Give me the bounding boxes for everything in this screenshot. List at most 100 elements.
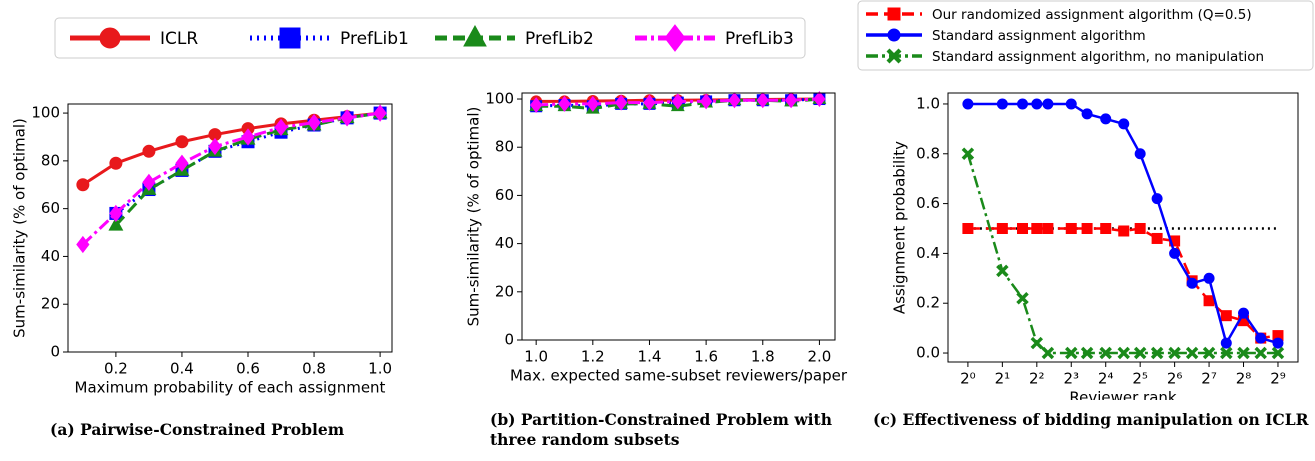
x-tick-label: 2.0 (807, 348, 831, 366)
y-tick-label: 0.0 (916, 344, 940, 362)
plot-frame (947, 92, 1299, 363)
marker (1272, 337, 1284, 349)
marker (1203, 295, 1215, 307)
y-axis-label: Sum-similarity (% of optimal) (465, 107, 483, 327)
marker (996, 222, 1008, 234)
y-tick-label: 0.6 (916, 194, 940, 212)
marker (1151, 232, 1163, 244)
x-tick-label: 1.4 (638, 348, 662, 366)
marker (671, 93, 684, 110)
caption: (c) Effectiveness of bidding manipulatio… (873, 410, 1309, 429)
x-tick-label: 2² (1029, 370, 1045, 388)
marker (1169, 247, 1181, 259)
marker (1017, 98, 1029, 110)
marker (886, 48, 902, 64)
y-axis-label: Assignment probability (891, 141, 909, 314)
marker (1099, 346, 1112, 360)
marker (1220, 346, 1233, 360)
marker (784, 92, 798, 109)
series-line (81, 111, 381, 246)
marker (1151, 193, 1163, 205)
marker (887, 7, 901, 21)
x-tick-label: 2⁹ (1270, 370, 1286, 388)
x-tick-label: 1.0 (368, 360, 392, 378)
marker (1168, 346, 1181, 360)
marker (1117, 346, 1130, 360)
series-line (82, 111, 381, 187)
marker (109, 156, 123, 170)
marker (76, 178, 90, 192)
marker (1186, 277, 1198, 289)
marker (1202, 346, 1216, 360)
marker (1031, 98, 1043, 110)
series-line (966, 153, 1278, 355)
marker (1185, 346, 1199, 360)
marker (1031, 222, 1043, 234)
y-tick-label: 80 (41, 151, 60, 169)
x-tick-label: 0.8 (302, 360, 326, 378)
marker (887, 28, 901, 42)
marker (208, 137, 222, 156)
marker (586, 95, 599, 112)
y-axis-label: Sum-similarity (% of optimal) (11, 118, 29, 338)
marker (1254, 346, 1267, 360)
series-line (967, 227, 1279, 340)
marker (175, 135, 189, 149)
marker (99, 27, 121, 49)
x-tick-label: 0.4 (170, 360, 194, 378)
series-line (114, 111, 381, 227)
marker (1080, 346, 1094, 360)
marker (241, 128, 255, 146)
marker (961, 147, 975, 161)
x-tick-label: 0.6 (236, 360, 260, 378)
x-tick-label: 2⁸ (1236, 370, 1252, 388)
marker (1203, 272, 1215, 284)
y-tick-label: 40 (41, 247, 60, 265)
figure: 0.2 0.4 0.6 0.8 1.0 0 20 40 60 80 100 Maximum proba… (11, 0, 1314, 401)
marker (1081, 108, 1093, 120)
legend-label: Standard assignment algorithm, no manipu… (932, 49, 1264, 65)
marker (1065, 98, 1077, 110)
legend-label: Standard assignment algorithm (932, 28, 1146, 44)
x-axis-label: Max. expected same-subset reviewers/pape… (510, 367, 848, 385)
marker (1134, 148, 1146, 160)
marker (1016, 291, 1029, 305)
y-tick-label: 0.4 (916, 244, 940, 262)
plot-frame (67, 103, 393, 353)
marker (1220, 337, 1232, 349)
y-tick-label: 40 (495, 234, 514, 252)
x-tick-label: 2¹ (995, 370, 1011, 388)
marker (109, 204, 123, 223)
marker (1065, 346, 1078, 360)
y-tick-label: 0 (504, 331, 514, 349)
x-tick-label: 0.2 (104, 360, 128, 378)
marker (558, 95, 571, 112)
legend-label: PrefLib2 (525, 29, 594, 49)
marker (962, 98, 974, 110)
marker (307, 114, 321, 132)
marker (463, 24, 487, 47)
marker (1220, 310, 1232, 322)
legend-box (857, 0, 1314, 71)
marker (1118, 118, 1130, 130)
marker (1150, 346, 1164, 360)
legend-label: ICLR (160, 29, 198, 49)
y-tick-label: 100 (485, 90, 514, 108)
y-tick-label: 0.2 (916, 294, 940, 312)
marker (1237, 346, 1250, 360)
plot-frame (521, 92, 836, 341)
marker (1065, 222, 1077, 234)
marker (373, 104, 387, 122)
marker (962, 222, 974, 234)
marker (175, 154, 189, 172)
y-tick-label: 0.8 (916, 144, 940, 162)
marker (279, 27, 301, 49)
marker (274, 118, 288, 137)
marker (615, 94, 628, 111)
marker (996, 264, 1009, 278)
x-axis-label: Reviewer rank (1069, 389, 1177, 401)
caption: (a) Pairwise-Constrained Problem (50, 420, 345, 439)
marker (530, 97, 543, 114)
x-tick-label: 2⁷ (1201, 370, 1217, 388)
marker (1118, 225, 1130, 237)
